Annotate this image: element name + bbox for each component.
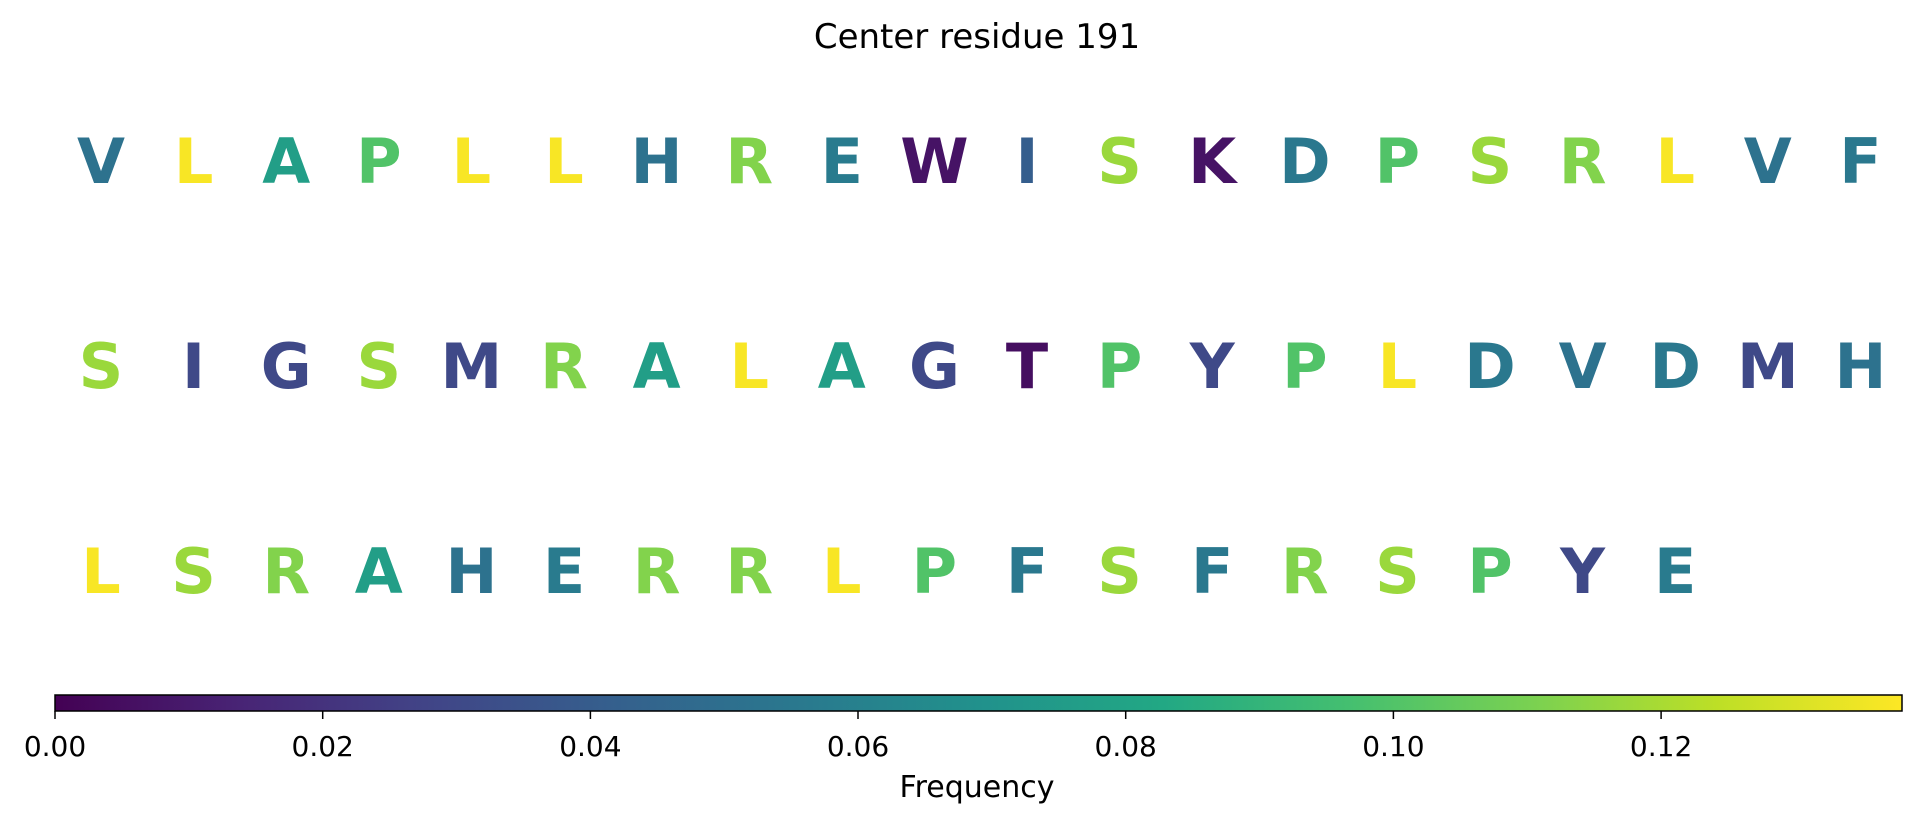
residue-letter: S: [1097, 535, 1142, 608]
colorbar-tick-label: 0.08: [1095, 730, 1157, 763]
residue-letter: G: [909, 330, 960, 403]
residue-letter: R: [725, 535, 773, 608]
residue-letter: S: [79, 330, 124, 403]
residue-letter: D: [1464, 330, 1515, 403]
residue-letter: L: [174, 125, 214, 198]
residue-letter: W: [900, 125, 968, 198]
residue-letter: P: [912, 535, 957, 608]
residue-letter: F: [1839, 125, 1881, 198]
residue-letter: L: [81, 535, 121, 608]
colorbar-gradient: [54, 694, 1903, 712]
residue-letter: A: [355, 535, 403, 608]
colorbar-tick-label: 0.06: [827, 730, 889, 763]
residue-letter: R: [725, 125, 773, 198]
colorbar-ticks: 0.00 0.02 0.04 0.06 0.08 0.10 0.12: [24, 711, 1692, 763]
residue-letter: R: [262, 535, 310, 608]
residue-letter: P: [1375, 125, 1420, 198]
residue-letter: H: [631, 125, 683, 198]
residue-letter: R: [1281, 535, 1329, 608]
residue-letter: P: [1097, 330, 1142, 403]
colorbar-tick-label: 0.12: [1630, 730, 1692, 763]
residue-letter: L: [1378, 330, 1418, 403]
residue-letter: V: [1559, 330, 1607, 403]
residue-letter: A: [633, 330, 681, 403]
colorbar-tick-label: 0.02: [292, 730, 354, 763]
colorbar: 0.00 0.02 0.04 0.06 0.08 0.10 0.12 Frequency: [24, 694, 1903, 805]
residue-letter: D: [1649, 330, 1700, 403]
chart-title: Center residue 191: [814, 17, 1140, 57]
residue-letter: V: [77, 125, 125, 198]
residue-letter: L: [544, 125, 584, 198]
residue-letter: S: [171, 535, 216, 608]
residue-letter: R: [1559, 125, 1607, 198]
residue-letter: P: [356, 125, 401, 198]
residue-letter: H: [1834, 330, 1886, 403]
residue-letter: F: [1006, 535, 1048, 608]
residue-letter: H: [445, 535, 497, 608]
residue-letter: A: [262, 125, 310, 198]
colorbar-tick-label: 0.10: [1362, 730, 1424, 763]
residue-letter: Y: [1559, 535, 1606, 608]
residue-letter: L: [822, 535, 862, 608]
colorbar-tick-label: 0.00: [24, 730, 86, 763]
colorbar-label: Frequency: [900, 770, 1055, 805]
residue-letter: E: [1654, 535, 1696, 608]
residue-letter: S: [1468, 125, 1513, 198]
residue-letter: M: [1737, 330, 1799, 403]
residue-letter: I: [182, 330, 205, 403]
residue-grid: V L A P L L H R E W I S K D P S R L V FS I G S M R A L A G T P Y P L D V D M H…: [77, 125, 1886, 608]
colorbar-tick-label: 0.04: [559, 730, 621, 763]
residue-letter: S: [1097, 125, 1142, 198]
residue-letter: S: [356, 330, 401, 403]
residue-letter: A: [818, 330, 866, 403]
residue-letter: V: [1744, 125, 1792, 198]
residue-letter: F: [1191, 535, 1233, 608]
residue-letter: L: [1655, 125, 1695, 198]
residue-letter: L: [452, 125, 492, 198]
residue-letter: L: [729, 330, 769, 403]
residue-letter: M: [441, 330, 503, 403]
residue-letter: I: [1015, 125, 1038, 198]
residue-letter: S: [1375, 535, 1420, 608]
residue-letter: K: [1188, 125, 1238, 198]
residue-letter: E: [821, 125, 863, 198]
residue-letter: Y: [1189, 330, 1236, 403]
residue-letter: G: [261, 330, 312, 403]
residue-letter: R: [633, 535, 681, 608]
residue-letter: T: [1006, 330, 1048, 403]
residue-letter: R: [540, 330, 588, 403]
residue-letter: P: [1467, 535, 1512, 608]
residue-letter: D: [1279, 125, 1330, 198]
residue-letter: E: [543, 535, 585, 608]
residue-letter: P: [1282, 330, 1327, 403]
